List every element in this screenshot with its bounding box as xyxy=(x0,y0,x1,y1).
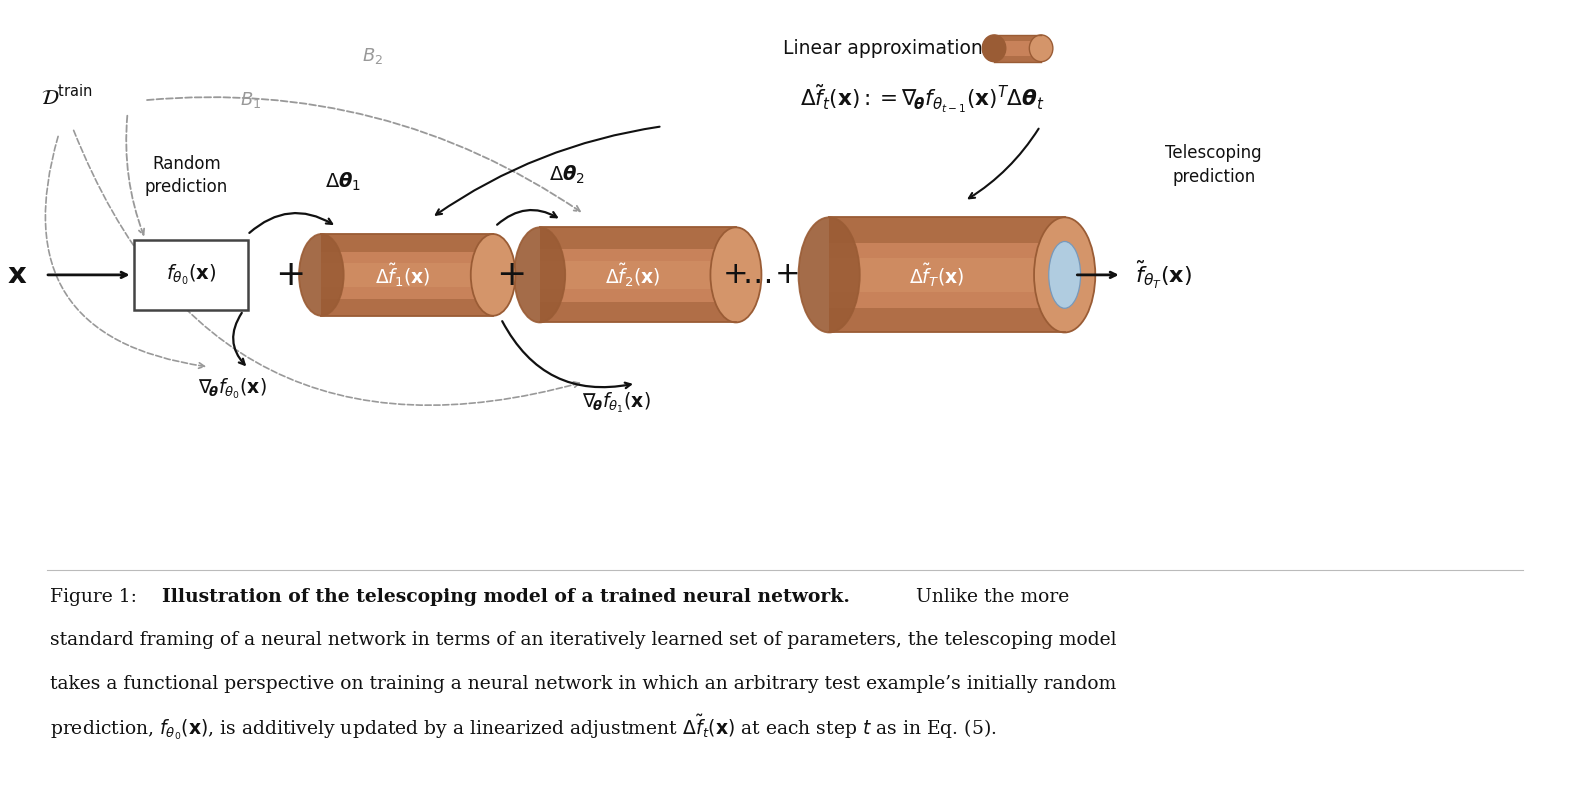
Bar xyxy=(829,308,1064,333)
Bar xyxy=(322,263,493,287)
Text: $\Delta\tilde{f}_T(\mathbf{x})$: $\Delta\tilde{f}_T(\mathbf{x})$ xyxy=(909,261,964,289)
Text: Linear approximations: Linear approximations xyxy=(783,39,992,58)
Text: prediction, $f_{\theta_0}(\mathbf{x})$, is additively updated by a linearized ad: prediction, $f_{\theta_0}(\mathbf{x})$, … xyxy=(50,712,997,742)
Bar xyxy=(322,298,493,316)
Text: $\nabla_{\!\boldsymbol{\theta}} f_{\theta_0}(\mathbf{x})$: $\nabla_{\!\boldsymbol{\theta}} f_{\thet… xyxy=(198,376,267,400)
Ellipse shape xyxy=(513,228,565,322)
Bar xyxy=(829,258,1064,292)
Text: Random
prediction: Random prediction xyxy=(144,154,228,196)
Bar xyxy=(540,260,736,289)
Text: $\Delta\boldsymbol{\theta}_2$: $\Delta\boldsymbol{\theta}_2$ xyxy=(550,164,586,186)
Text: $B_2$: $B_2$ xyxy=(363,45,383,66)
Ellipse shape xyxy=(1049,241,1080,308)
Text: Telescoping
prediction: Telescoping prediction xyxy=(1165,144,1262,185)
Text: Unlike the more: Unlike the more xyxy=(911,588,1069,607)
Text: $\nabla_{\!\boldsymbol{\theta}} f_{\theta_1}(\mathbf{x})$: $\nabla_{\!\boldsymbol{\theta}} f_{\thet… xyxy=(582,391,650,416)
Text: $+$: $+$ xyxy=(275,258,303,292)
FancyBboxPatch shape xyxy=(135,240,248,310)
Ellipse shape xyxy=(471,234,515,316)
Bar xyxy=(994,35,1041,61)
Ellipse shape xyxy=(983,35,1006,61)
Ellipse shape xyxy=(298,234,344,316)
Text: takes a functional perspective on training a neural network in which an arbitrar: takes a functional perspective on traini… xyxy=(50,675,1116,693)
Bar xyxy=(829,217,1064,244)
Text: $f_{\theta_0}(\mathbf{x})$: $f_{\theta_0}(\mathbf{x})$ xyxy=(166,263,217,287)
Text: $+$: $+$ xyxy=(496,258,524,292)
Bar xyxy=(829,217,1064,333)
Bar xyxy=(540,228,736,248)
Ellipse shape xyxy=(1035,217,1096,333)
Bar xyxy=(540,302,736,322)
Bar xyxy=(540,228,736,322)
Text: standard framing of a neural network in terms of an iteratively learned set of p: standard framing of a neural network in … xyxy=(50,631,1116,650)
Ellipse shape xyxy=(1030,35,1053,61)
Text: $\mathbf{x}$: $\mathbf{x}$ xyxy=(8,261,28,289)
Text: $\mathcal{D}^{\mathrm{train}}$: $\mathcal{D}^{\mathrm{train}}$ xyxy=(41,84,93,109)
Bar xyxy=(322,234,493,252)
Text: $+\!\ldots\!+$: $+\!\ldots\!+$ xyxy=(722,260,799,290)
Text: $\Delta\boldsymbol{\theta}_1$: $\Delta\boldsymbol{\theta}_1$ xyxy=(325,171,361,193)
Text: Illustration of the telescoping model of a trained neural network.: Illustration of the telescoping model of… xyxy=(162,588,849,607)
Text: $\Delta\tilde{f}_t(\mathbf{x}) := \nabla_{\!\boldsymbol{\theta}} f_{\theta_{t-1}: $\Delta\tilde{f}_t(\mathbf{x}) := \nabla… xyxy=(799,83,1046,115)
Bar xyxy=(994,35,1041,41)
Text: Figure 1:: Figure 1: xyxy=(50,588,143,607)
Text: $\Delta\tilde{f}_1(\mathbf{x})$: $\Delta\tilde{f}_1(\mathbf{x})$ xyxy=(375,261,430,289)
Bar xyxy=(994,56,1041,61)
Text: $B_1$: $B_1$ xyxy=(240,90,261,111)
Ellipse shape xyxy=(799,217,860,333)
Text: $\Delta\tilde{f}_2(\mathbf{x})$: $\Delta\tilde{f}_2(\mathbf{x})$ xyxy=(604,261,661,289)
Text: $\tilde{f}_{\theta_T}(\mathbf{x})$: $\tilde{f}_{\theta_T}(\mathbf{x})$ xyxy=(1135,259,1192,291)
Ellipse shape xyxy=(710,228,761,322)
Bar xyxy=(322,234,493,316)
